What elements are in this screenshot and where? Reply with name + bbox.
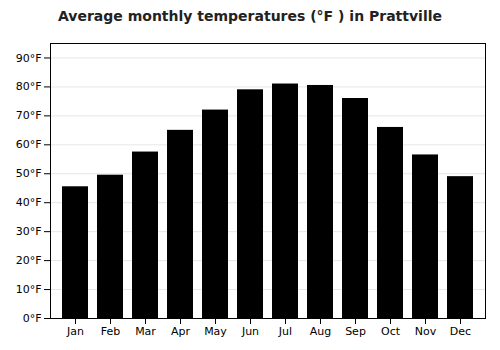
svg-text:60°F: 60°F: [16, 138, 42, 151]
svg-text:70°F: 70°F: [16, 109, 42, 122]
svg-text:20°F: 20°F: [16, 254, 42, 267]
svg-text:May: May: [204, 325, 227, 338]
svg-text:50°F: 50°F: [16, 167, 42, 180]
svg-text:30°F: 30°F: [16, 225, 42, 238]
svg-text:10°F: 10°F: [16, 283, 42, 296]
svg-text:Mar: Mar: [135, 325, 156, 338]
svg-text:0°F: 0°F: [23, 312, 42, 325]
svg-text:Sep: Sep: [345, 325, 366, 338]
svg-text:Aug: Aug: [310, 325, 331, 338]
svg-text:Jun: Jun: [241, 325, 259, 338]
svg-text:40°F: 40°F: [16, 196, 42, 209]
svg-text:Jul: Jul: [278, 325, 292, 338]
svg-text:Feb: Feb: [101, 325, 120, 338]
svg-text:90°F: 90°F: [16, 51, 42, 64]
svg-text:Jan: Jan: [66, 325, 84, 338]
svg-text:Oct: Oct: [381, 325, 401, 338]
svg-text:Dec: Dec: [450, 325, 471, 338]
html-text:Average monthly temperatures (: Average monthly temperatures (°F ) in Pr…: [58, 8, 442, 24]
svg-text:80°F: 80°F: [16, 80, 42, 93]
svg-text:Nov: Nov: [415, 325, 437, 338]
svg-text:Apr: Apr: [171, 325, 191, 338]
